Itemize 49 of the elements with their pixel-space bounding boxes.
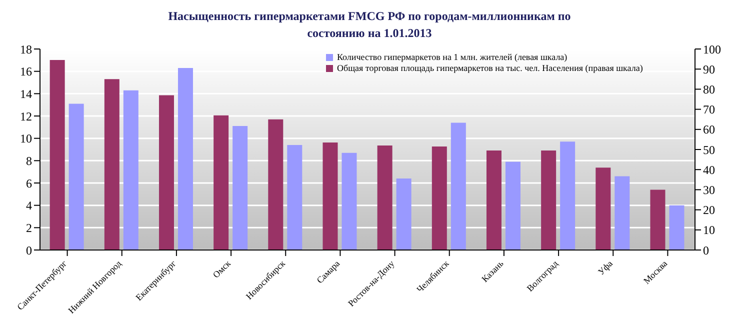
- y2-tick-label: 10: [703, 223, 715, 238]
- bar: [377, 145, 392, 250]
- bar: [596, 168, 611, 250]
- bar: [322, 142, 338, 250]
- y-tick-label: 6: [26, 176, 32, 190]
- bar: [450, 122, 466, 250]
- bar: [287, 145, 302, 250]
- y2-tick-label: 50: [703, 142, 715, 157]
- y-tick-label: 14: [20, 86, 32, 101]
- y2-tick-label: 30: [703, 182, 715, 197]
- bar: [342, 152, 357, 250]
- y2-tick-label: 40: [703, 162, 715, 177]
- y2-tick-label: 100: [703, 42, 721, 56]
- y-tick-label: 16: [20, 64, 32, 79]
- bar: [158, 95, 174, 250]
- y2-tick-label: 70: [703, 102, 715, 117]
- y-tick-label: 10: [20, 132, 32, 146]
- bar: [669, 205, 684, 250]
- bar: [123, 90, 138, 250]
- y-tick-label: 8: [26, 154, 32, 168]
- bar: [396, 178, 412, 250]
- y-tick-label: 4: [26, 198, 32, 213]
- y-tick-label: 2: [26, 220, 32, 235]
- bar: [650, 190, 666, 250]
- y-tick-label: 12: [20, 109, 32, 124]
- bar: [214, 115, 229, 250]
- bar: [614, 176, 630, 250]
- bar: [505, 162, 520, 250]
- bar: [104, 79, 120, 250]
- y-tick-label: 0: [26, 243, 32, 258]
- bar: [432, 146, 447, 250]
- bar: [268, 119, 284, 250]
- legend-label: Общая торговая площадь гипермаркетов на тыс. чел. Населения (правая шкала): [337, 63, 643, 74]
- bar: [541, 150, 556, 250]
- legend-label: Количество гипермаркетов на 1 млн. жителей (левая шкала): [337, 52, 568, 63]
- y-tick-label: 18: [20, 42, 32, 56]
- x-tick-label: Уфа: [596, 258, 615, 277]
- bar: [178, 68, 193, 250]
- bar: [486, 150, 502, 250]
- bar: [50, 60, 65, 250]
- y2-tick-label: 0: [703, 243, 709, 258]
- y2-tick-label: 80: [703, 82, 715, 96]
- bar: [232, 126, 248, 250]
- bar: [560, 142, 576, 250]
- bar: [68, 104, 84, 250]
- y2-tick-label: 90: [703, 62, 715, 76]
- chart-title: Насыщенность гипермаркетами FMCG РФ по городам-миллионникам по состоянию на 1.01.2013: [168, 9, 571, 40]
- y2-tick-label: 60: [703, 122, 715, 137]
- y2-tick-label: 20: [703, 203, 715, 218]
